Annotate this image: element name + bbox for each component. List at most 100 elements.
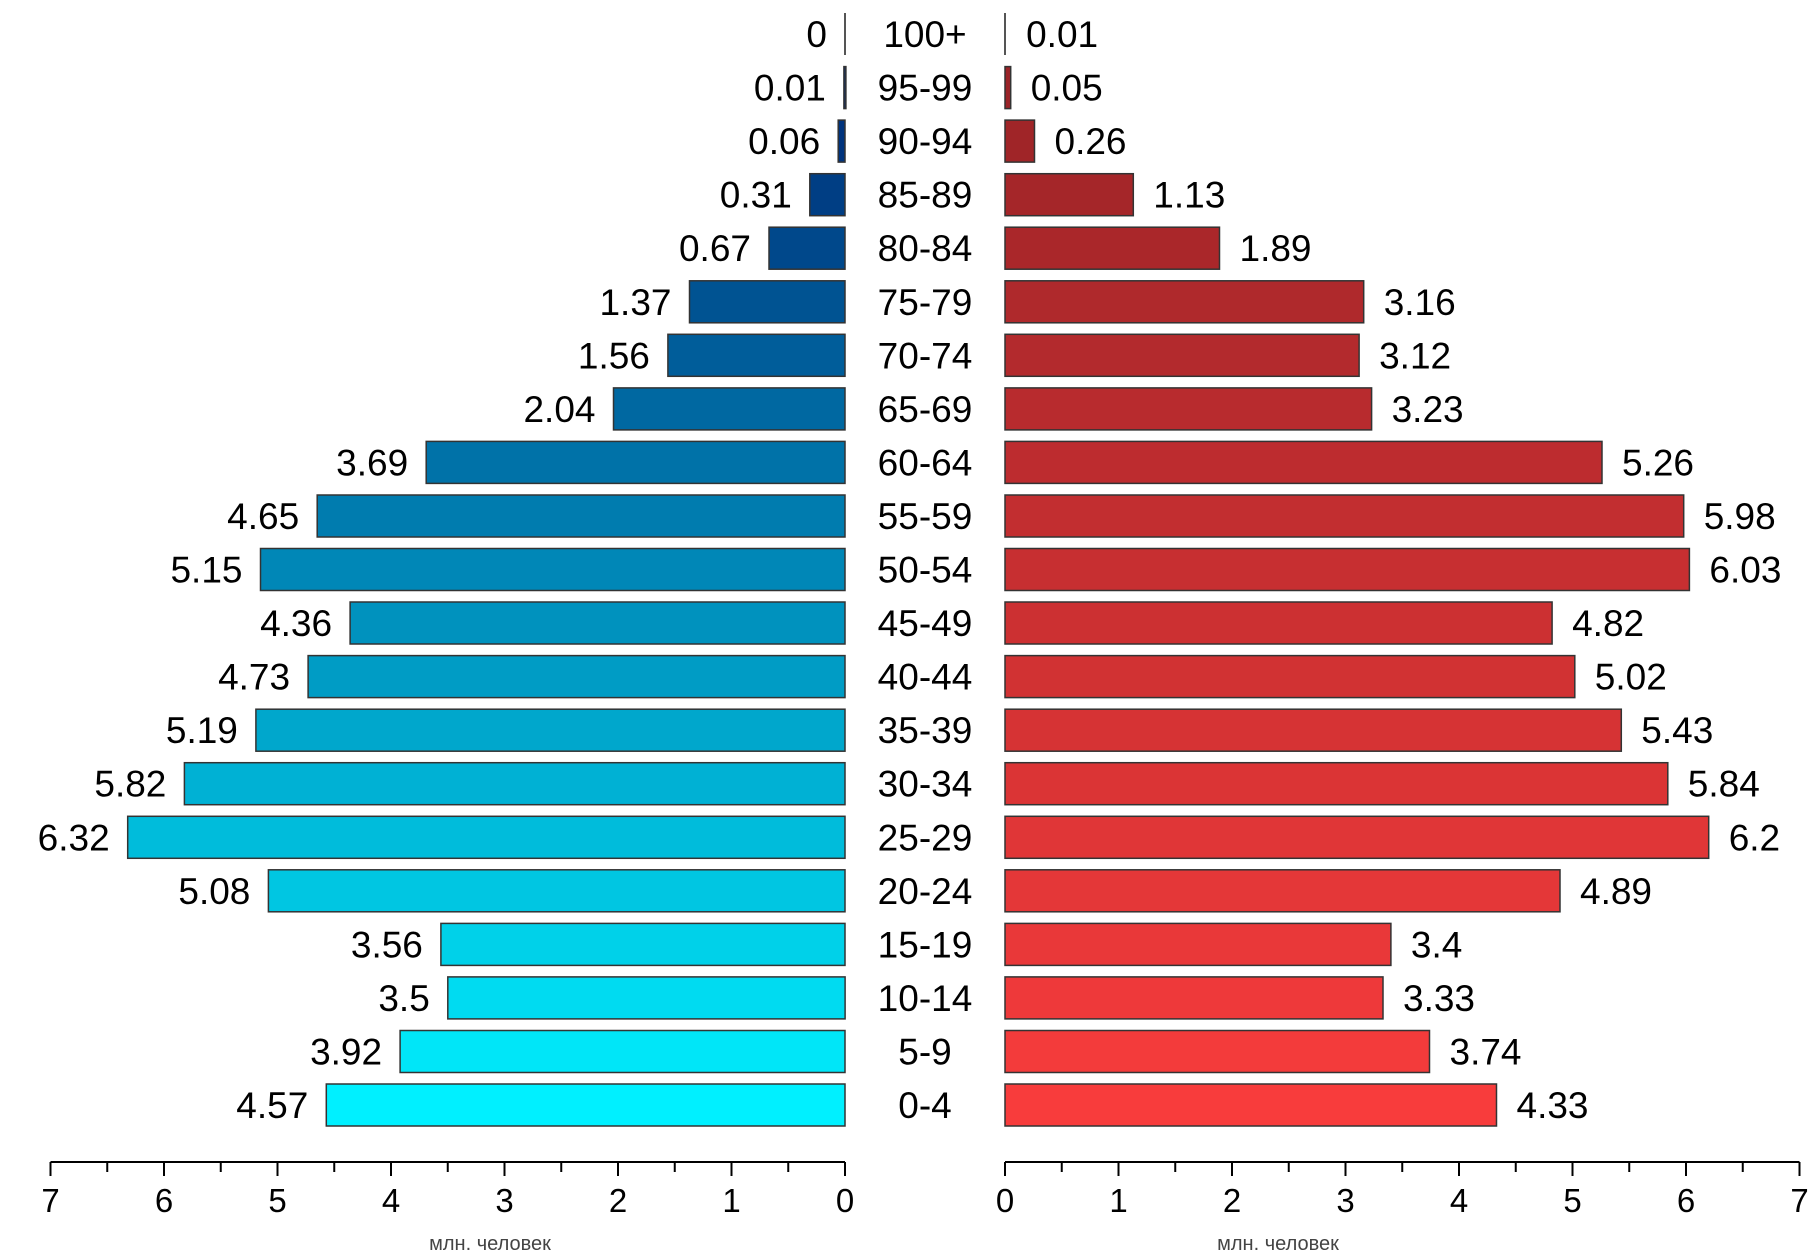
female-value-label: 0.01 — [1026, 14, 1098, 55]
right-axis-unit-label: млн. человек — [1217, 1233, 1339, 1252]
male-value-label: 2.04 — [523, 389, 595, 430]
male-value-label: 6.32 — [38, 817, 110, 858]
age-group-label: 95-99 — [878, 68, 973, 109]
male-value-label: 0.01 — [754, 68, 826, 109]
male-value-label: 4.36 — [260, 603, 332, 644]
male-bar-60-64 — [425, 440, 846, 485]
female-value-label: 5.43 — [1641, 710, 1713, 751]
age-group-label: 90-94 — [878, 121, 973, 162]
female-bar-65-69 — [1004, 387, 1373, 431]
axis-tick-label: 0 — [836, 1182, 854, 1219]
female-value-label: 3.12 — [1379, 335, 1451, 376]
female-bar-10-14 — [1004, 976, 1384, 1020]
male-bar-15-19 — [440, 922, 846, 967]
age-group-label: 65-69 — [878, 389, 973, 430]
male-bar-80-84 — [768, 226, 846, 270]
female-value-label: 5.02 — [1595, 657, 1667, 698]
female-value-label: 0.05 — [1031, 68, 1103, 109]
female-bar-90-94 — [1004, 119, 1036, 163]
male-value-label: 3.56 — [351, 924, 423, 965]
female-value-label: 1.89 — [1240, 228, 1312, 269]
age-group-labels: 0-4 5-9 10-14 15-19 20-24 25-29 30-34 35-39 40-4… — [878, 14, 973, 1126]
male-value-label: 0.31 — [720, 175, 792, 216]
male-bars — [126, 13, 847, 1127]
male-value-label: 4.65 — [227, 496, 299, 537]
age-group-label: 55-59 — [878, 496, 973, 537]
female-bar-80-84 — [1004, 226, 1221, 270]
male-bar-45-49 — [349, 601, 846, 645]
male-bar-75-79 — [688, 280, 846, 324]
axis-tick-label: 6 — [1677, 1182, 1695, 1219]
male-value-label: 5.82 — [94, 764, 166, 805]
male-value-label: 4.73 — [218, 657, 290, 698]
female-value-label: 6.2 — [1729, 817, 1780, 858]
age-group-label: 80-84 — [878, 228, 973, 269]
axis-tick-label: 0 — [996, 1182, 1014, 1219]
age-group-label: 60-64 — [878, 442, 973, 483]
female-value-label: 3.74 — [1450, 1032, 1522, 1073]
age-group-label: 100+ — [883, 14, 966, 55]
female-value-label: 3.23 — [1392, 389, 1464, 430]
male-value-label: 1.56 — [578, 335, 650, 376]
female-bar-75-79 — [1004, 280, 1365, 324]
male-bar-40-44 — [307, 654, 846, 699]
age-group-label: 20-24 — [878, 871, 973, 912]
male-value-label: 3.69 — [336, 442, 408, 483]
axis-tick-label: 7 — [41, 1182, 59, 1219]
female-value-labels: 4.33 3.74 3.33 3.4 4.89 6.2 5.84 5.43 5.02 4.82 6.… — [1026, 14, 1781, 1126]
male-value-label: 0 — [806, 14, 827, 55]
male-bar-30-34 — [183, 761, 846, 806]
axis-tick-label: 3 — [495, 1182, 513, 1219]
female-bar-95-99 — [1004, 65, 1012, 110]
male-bar-50-54 — [259, 547, 846, 592]
female-value-label: 0.26 — [1055, 121, 1127, 162]
right-x-axis: 0 1 2 3 4 5 6 7 — [996, 1161, 1809, 1219]
male-value-label: 5.19 — [166, 710, 238, 751]
age-group-label: 10-14 — [878, 978, 973, 1019]
male-bar-95-99 — [843, 65, 847, 110]
female-bar-5-9 — [1004, 1029, 1431, 1074]
female-bar-35-39 — [1004, 708, 1623, 752]
left-x-axis: 7 6 5 4 3 2 1 0 — [41, 1161, 854, 1219]
male-value-label: 4.57 — [236, 1085, 308, 1126]
age-group-label: 75-79 — [878, 282, 973, 323]
male-value-labels: 4.573.92 3.5 3.56 5.08 6.32 5.825.19 4.73 4.36 5… — [38, 14, 827, 1126]
male-bar-25-29 — [126, 815, 846, 860]
female-value-label: 4.89 — [1580, 871, 1652, 912]
age-group-label: 70-74 — [878, 335, 973, 376]
female-value-label: 5.84 — [1688, 764, 1760, 805]
age-group-label: 0-4 — [898, 1085, 951, 1126]
male-value-label: 5.08 — [178, 871, 250, 912]
male-bar-20-24 — [267, 869, 846, 913]
male-value-label: 5.15 — [170, 550, 242, 591]
age-group-label: 50-54 — [878, 550, 973, 591]
female-bar-60-64 — [1004, 440, 1603, 485]
male-value-label: 1.37 — [599, 282, 671, 323]
age-group-label: 40-44 — [878, 657, 973, 698]
male-bar-55-59 — [316, 494, 846, 538]
axis-tick-label: 3 — [1336, 1182, 1354, 1219]
age-group-label: 15-19 — [878, 924, 973, 965]
age-group-label: 25-29 — [878, 817, 973, 858]
female-value-label: 4.33 — [1517, 1085, 1589, 1126]
axis-tick-label: 4 — [382, 1182, 400, 1219]
female-value-label: 4.82 — [1572, 603, 1644, 644]
axis-tick-label: 7 — [1790, 1182, 1808, 1219]
male-value-label: 0.06 — [748, 121, 820, 162]
male-bar-90-94 — [837, 119, 846, 163]
female-bar-50-54 — [1004, 547, 1691, 592]
female-bar-15-19 — [1004, 922, 1392, 967]
male-value-label: 0.67 — [679, 228, 751, 269]
age-group-label: 35-39 — [878, 710, 973, 751]
female-value-label: 5.26 — [1622, 442, 1694, 483]
male-bar-10-14 — [447, 976, 846, 1020]
male-bar-70-74 — [667, 333, 846, 378]
female-bars — [1004, 13, 1710, 1127]
age-group-label: 85-89 — [878, 175, 973, 216]
male-bar-0-4 — [325, 1083, 846, 1127]
female-bar-40-44 — [1004, 654, 1576, 699]
female-bar-0-4 — [1004, 1083, 1498, 1127]
male-bar-65-69 — [612, 387, 846, 431]
female-bar-85-89 — [1004, 172, 1135, 217]
axis-tick-label: 6 — [155, 1182, 173, 1219]
